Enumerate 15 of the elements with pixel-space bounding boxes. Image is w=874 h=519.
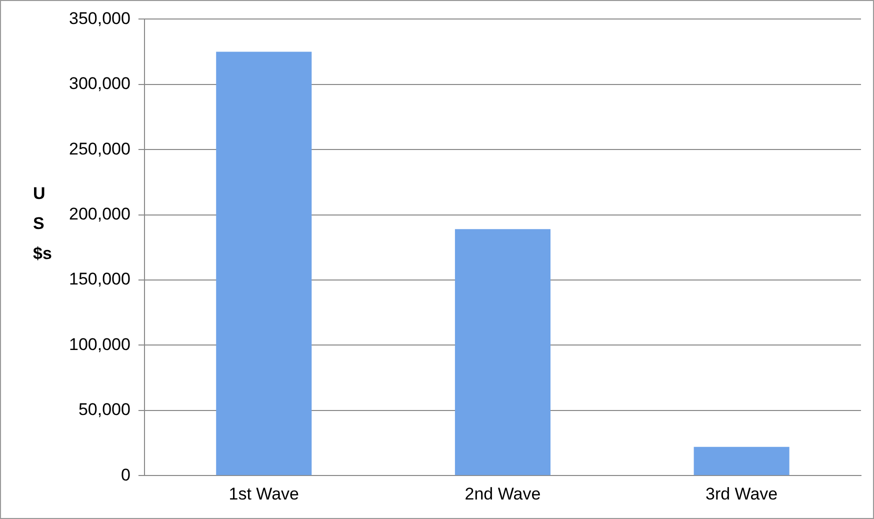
y-axis-title: US $s bbox=[33, 183, 52, 265]
bar bbox=[694, 446, 790, 476]
x-tick-label: 3rd Wave bbox=[706, 484, 778, 504]
y-tick-label: 200,000 bbox=[69, 204, 130, 224]
y-tick-label: 100,000 bbox=[69, 334, 130, 354]
y-tick-label: 50,000 bbox=[78, 400, 130, 420]
bar bbox=[216, 52, 312, 476]
y-tick-label: 350,000 bbox=[69, 8, 130, 28]
y-tick-label: 150,000 bbox=[69, 270, 130, 289]
x-tick-label: 1st Wave bbox=[228, 484, 299, 504]
y-tick-label: 300,000 bbox=[69, 74, 130, 94]
y-tick-label: 0 bbox=[120, 465, 130, 484]
x-tick-label: 2nd Wave bbox=[464, 484, 541, 504]
bar bbox=[454, 229, 550, 476]
y-tick-label: 250,000 bbox=[69, 139, 130, 158]
